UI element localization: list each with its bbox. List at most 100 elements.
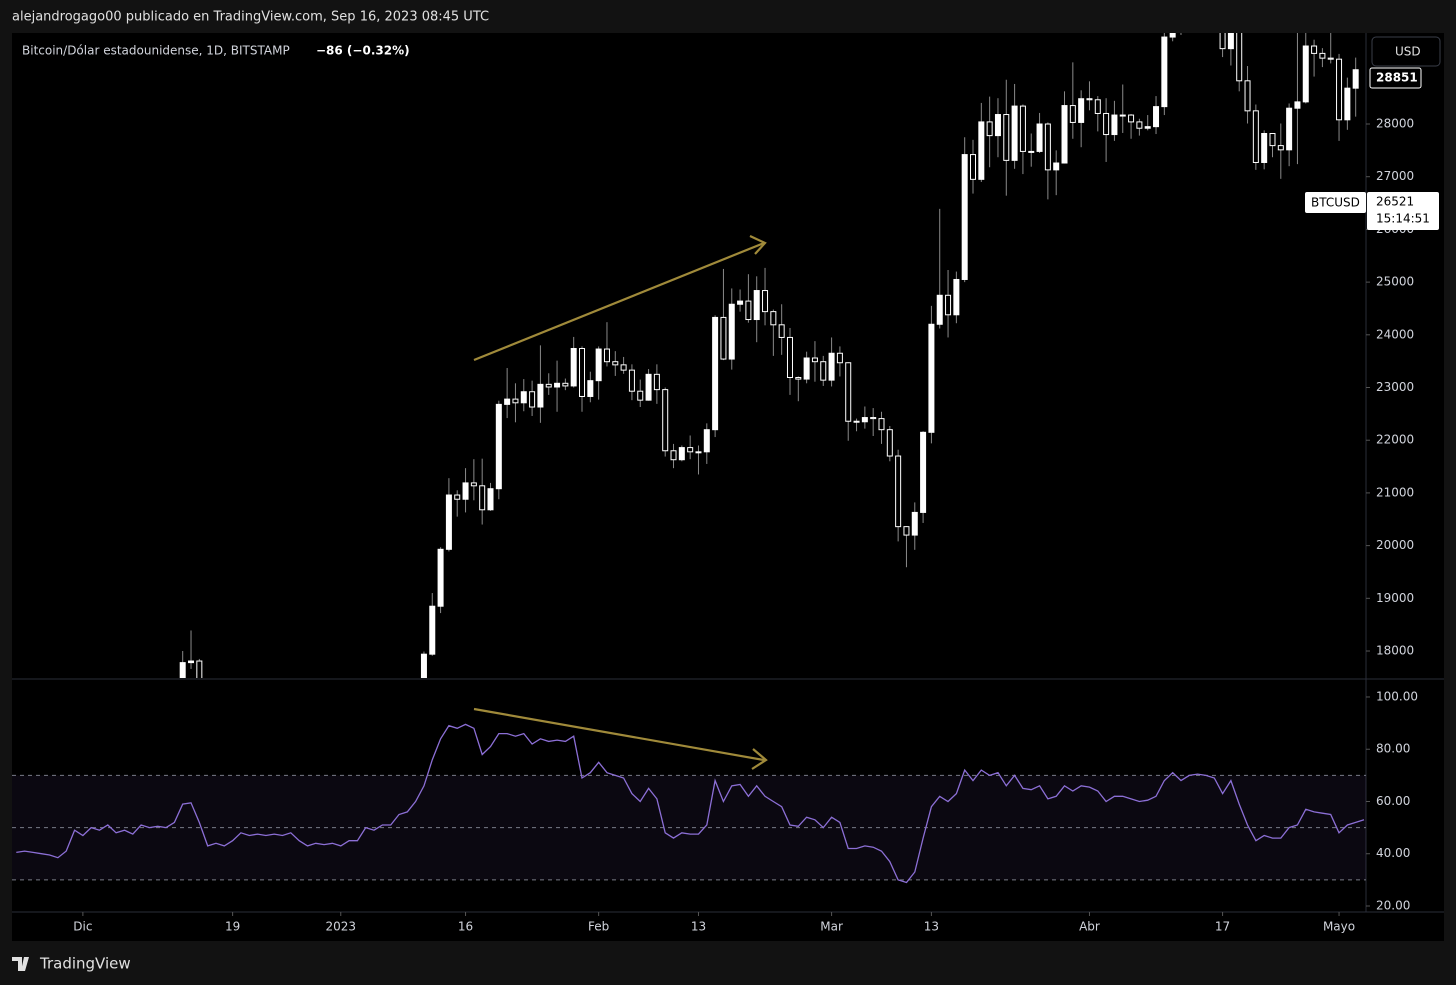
candle-body	[1053, 162, 1060, 171]
candle-body	[1269, 132, 1276, 147]
candle-body	[1169, 33, 1176, 38]
candle-body	[1103, 112, 1110, 136]
candle-body	[836, 352, 843, 364]
candle-body	[420, 653, 427, 678]
candle-body	[529, 391, 536, 408]
candle-body	[778, 324, 785, 338]
x-tick-label: 2023	[325, 920, 356, 934]
marked-price: 28851	[1376, 71, 1418, 85]
candle-body	[845, 362, 852, 422]
x-tick-label: Abr	[1079, 920, 1100, 934]
candle-body	[853, 420, 860, 423]
x-tick-label: Dic	[73, 920, 92, 934]
candle-body	[1153, 106, 1160, 128]
candle-body	[678, 447, 685, 461]
x-tick-label: Mar	[820, 920, 843, 934]
candle-body	[1344, 87, 1351, 121]
brand-logo	[12, 957, 29, 971]
price-pane	[179, 33, 1359, 678]
candle-body	[487, 488, 494, 511]
candle-body	[595, 348, 602, 382]
candle-body	[895, 455, 902, 528]
candle-body	[512, 398, 519, 404]
candle-body	[620, 364, 627, 371]
candle-body	[470, 482, 477, 487]
candle-body	[828, 352, 835, 381]
candle-body	[1161, 36, 1168, 108]
candle-body	[1044, 123, 1051, 171]
candle-body	[662, 389, 669, 452]
candle-body	[978, 121, 985, 180]
candle-body	[479, 485, 486, 511]
y-tick-label: 100.00	[1376, 689, 1418, 703]
candle-body	[179, 662, 186, 678]
symbol-label: BTCUSD	[1311, 196, 1360, 210]
candle-body	[562, 382, 569, 387]
candle-body	[737, 300, 744, 305]
candle-body	[953, 278, 960, 316]
candle-body	[820, 361, 827, 381]
candle-body	[188, 660, 195, 664]
candle-body	[570, 348, 577, 387]
candle-body	[886, 429, 893, 457]
candle-body	[1086, 98, 1093, 101]
countdown: 15:14:51	[1376, 212, 1430, 226]
marked-price-box	[1369, 67, 1422, 89]
y-tick-label: 23000	[1376, 380, 1414, 394]
candle-body	[903, 526, 910, 536]
plot-background	[12, 33, 1444, 941]
y-tick-label: 21000	[1376, 485, 1414, 499]
x-tick-label: Mayo	[1323, 920, 1355, 934]
last-price-box	[1367, 192, 1439, 230]
currency-button[interactable]	[1371, 36, 1441, 67]
candle-body	[645, 373, 652, 401]
candle-body	[911, 511, 918, 536]
candle-body	[587, 380, 594, 397]
candle-body	[1219, 33, 1226, 50]
candle-body	[795, 377, 802, 380]
candle-body	[1227, 33, 1234, 50]
arrow-head	[749, 235, 767, 255]
candle-body	[504, 398, 511, 405]
candle-body	[1119, 114, 1126, 117]
candle-body	[1036, 123, 1043, 152]
y-tick-label: 18000	[1376, 644, 1414, 658]
candle-body	[670, 450, 677, 461]
candle-body	[1252, 110, 1259, 163]
candle-body	[1128, 114, 1135, 123]
candle-body	[803, 357, 810, 380]
candle-body	[1078, 98, 1085, 123]
candle-body	[429, 605, 436, 655]
candle-body	[1261, 132, 1268, 163]
candle-body	[520, 391, 527, 404]
y-tick-label: 25000	[1376, 275, 1414, 289]
candle-body	[637, 390, 644, 401]
candle-body	[628, 369, 635, 392]
candle-body	[936, 294, 943, 325]
candle-body	[1286, 107, 1293, 151]
candle-body	[196, 660, 203, 678]
candle-body	[1069, 105, 1076, 123]
candle-body	[920, 431, 927, 513]
candle-body	[970, 154, 977, 180]
candle-body	[1028, 150, 1035, 153]
y-tick-label: 28000	[1376, 117, 1414, 131]
candle-body	[870, 417, 877, 420]
candle-body	[695, 451, 702, 454]
symbol-box	[1305, 192, 1366, 213]
candle-body	[437, 548, 444, 607]
candle-body	[928, 323, 935, 433]
candle-body	[1294, 101, 1301, 109]
arrow-head	[751, 748, 768, 770]
x-tick-label: 13	[691, 920, 706, 934]
candle-body	[1302, 45, 1309, 103]
x-tick-label: 19	[225, 920, 240, 934]
candle-body	[994, 114, 1001, 137]
candle-body	[961, 154, 968, 280]
candle-body	[712, 316, 719, 431]
candle-body	[1136, 121, 1143, 129]
candle-body	[770, 311, 777, 326]
candle-body	[1311, 45, 1318, 54]
